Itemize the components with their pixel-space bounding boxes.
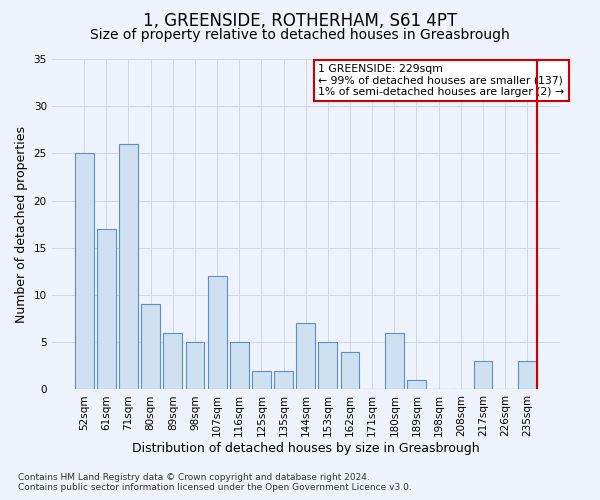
Bar — [252, 370, 271, 390]
Bar — [385, 333, 404, 390]
X-axis label: Distribution of detached houses by size in Greasbrough: Distribution of detached houses by size … — [132, 442, 479, 455]
Bar — [274, 370, 293, 390]
Y-axis label: Number of detached properties: Number of detached properties — [15, 126, 28, 322]
Bar — [518, 361, 536, 390]
Bar — [185, 342, 205, 390]
Bar — [319, 342, 337, 390]
Bar — [296, 324, 315, 390]
Text: 1 GREENSIDE: 229sqm
← 99% of detached houses are smaller (137)
1% of semi-detach: 1 GREENSIDE: 229sqm ← 99% of detached ho… — [319, 64, 565, 97]
Bar — [208, 276, 227, 390]
Bar — [473, 361, 493, 390]
Bar — [230, 342, 248, 390]
Bar — [163, 333, 182, 390]
Bar — [407, 380, 426, 390]
Bar — [75, 154, 94, 390]
Text: Contains HM Land Registry data © Crown copyright and database right 2024.
Contai: Contains HM Land Registry data © Crown c… — [18, 473, 412, 492]
Text: Size of property relative to detached houses in Greasbrough: Size of property relative to detached ho… — [90, 28, 510, 42]
Text: 1, GREENSIDE, ROTHERHAM, S61 4PT: 1, GREENSIDE, ROTHERHAM, S61 4PT — [143, 12, 457, 30]
Bar — [141, 304, 160, 390]
Bar — [341, 352, 359, 390]
Bar — [97, 229, 116, 390]
Bar — [119, 144, 138, 390]
